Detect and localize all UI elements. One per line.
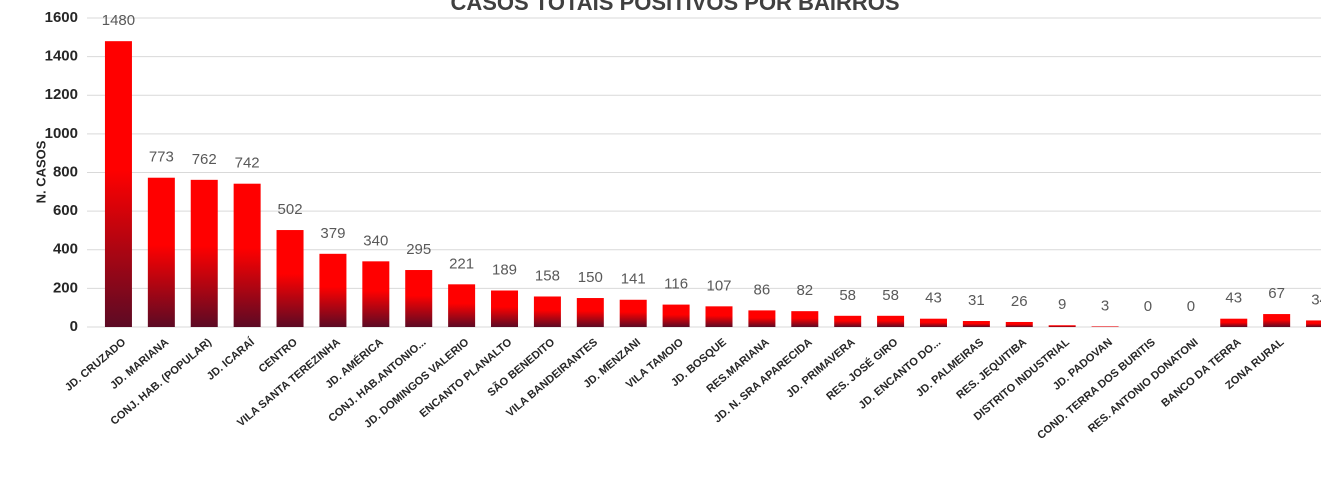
- value-label: 58: [839, 287, 856, 304]
- bar: [619, 299, 647, 327]
- value-label: 1480: [102, 12, 135, 29]
- bar: [1263, 314, 1291, 327]
- value-label: 86: [754, 281, 771, 298]
- bar: [405, 270, 433, 327]
- value-label: 379: [320, 225, 345, 242]
- x-tick-label: CENTRO: [257, 336, 301, 375]
- value-label: 189: [492, 261, 517, 278]
- x-tick-label: RES. JOSÉ GIRO: [824, 335, 901, 403]
- bar: [791, 311, 819, 327]
- bar: [962, 321, 990, 327]
- value-label: 58: [882, 287, 899, 304]
- value-label: 43: [1225, 290, 1242, 307]
- bar: [147, 177, 175, 327]
- value-label: 502: [278, 201, 303, 218]
- bar: [1091, 326, 1119, 327]
- bar: [1220, 318, 1248, 327]
- value-label: 0: [1187, 298, 1195, 315]
- bar: [233, 183, 261, 327]
- bar: [448, 284, 476, 327]
- value-label: 141: [621, 271, 646, 288]
- bar: [276, 230, 304, 327]
- value-label: 82: [796, 282, 813, 299]
- y-tick-label: 400: [53, 241, 78, 258]
- value-label: 26: [1011, 293, 1028, 310]
- bar: [877, 315, 905, 327]
- bar: [533, 296, 561, 327]
- bar: [748, 310, 776, 327]
- value-label: 9: [1058, 296, 1066, 313]
- y-axis-label: N. CASOS: [33, 140, 48, 203]
- value-label: 150: [578, 269, 603, 286]
- value-label: 295: [406, 241, 431, 258]
- y-tick-label: 0: [70, 318, 78, 335]
- y-tick-label: 1000: [45, 125, 78, 142]
- value-label: 762: [192, 151, 217, 168]
- value-label: 773: [149, 149, 174, 166]
- bar: [919, 318, 947, 327]
- value-label: 34: [1311, 291, 1321, 308]
- bar: [662, 304, 690, 327]
- value-label: 107: [706, 277, 731, 294]
- y-tick-label: 200: [53, 279, 78, 296]
- chart-title: CASOS TOTAIS POSITIVOS POR BAIRROS: [450, 0, 899, 15]
- y-tick-label: 800: [53, 163, 78, 180]
- value-label: 158: [535, 267, 560, 284]
- y-tick-label: 600: [53, 202, 78, 219]
- value-label: 742: [235, 155, 260, 172]
- bar: [1306, 320, 1321, 327]
- value-label: 116: [664, 276, 688, 293]
- value-label: 43: [925, 290, 942, 307]
- bar: [1005, 321, 1033, 327]
- value-label: 31: [968, 292, 985, 309]
- value-label: 3: [1101, 297, 1109, 314]
- value-label: 340: [363, 232, 388, 249]
- bar: [705, 306, 733, 327]
- y-tick-label: 1200: [45, 86, 78, 103]
- y-tick-label: 1600: [45, 9, 78, 26]
- bar: [362, 261, 390, 327]
- value-label: 67: [1268, 285, 1285, 302]
- bar: [576, 298, 604, 327]
- x-tick-label: JD. ICARAÍ: [204, 335, 258, 383]
- y-tick-label: 1400: [45, 48, 78, 65]
- x-tick-label: BANCO DA TERRA: [1159, 336, 1243, 409]
- bar: [1048, 325, 1076, 327]
- bar: [834, 315, 862, 327]
- x-tick-label: JD. ENCANTO DO...: [857, 336, 944, 411]
- value-label: 0: [1144, 298, 1152, 315]
- bar: [104, 41, 132, 328]
- grid: [87, 17, 1321, 328]
- bar: [491, 290, 519, 327]
- bar: [319, 253, 347, 327]
- value-label: 221: [449, 255, 474, 272]
- bar: [190, 179, 218, 327]
